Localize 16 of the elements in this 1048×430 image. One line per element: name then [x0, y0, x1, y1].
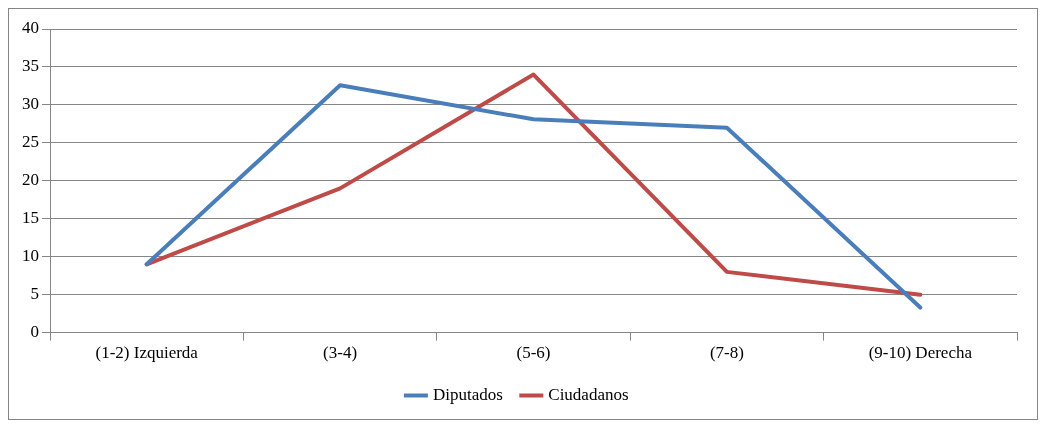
- y-tick-label: 15: [22, 208, 39, 228]
- legend-label: Ciudadanos: [548, 384, 629, 404]
- y-tick-label: 0: [30, 322, 39, 342]
- x-tick-label: (9-10) Derecha: [868, 343, 973, 363]
- y-tick-label: 35: [22, 56, 39, 76]
- y-tick-label: 25: [22, 132, 39, 152]
- y-tick-label: 40: [22, 18, 39, 38]
- x-tick-label: (7-8): [709, 343, 744, 363]
- y-tick-label: 20: [22, 170, 39, 190]
- y-tick-label: 5: [30, 284, 39, 304]
- x-tick-label: (1-2) Izquierda: [95, 343, 199, 363]
- legend-label: Diputados: [432, 384, 503, 404]
- y-tick-label: 30: [22, 94, 39, 114]
- x-tick-label: (5-6): [516, 343, 551, 363]
- x-tick-label: (3-4): [323, 343, 358, 363]
- y-tick-label: 10: [22, 246, 39, 266]
